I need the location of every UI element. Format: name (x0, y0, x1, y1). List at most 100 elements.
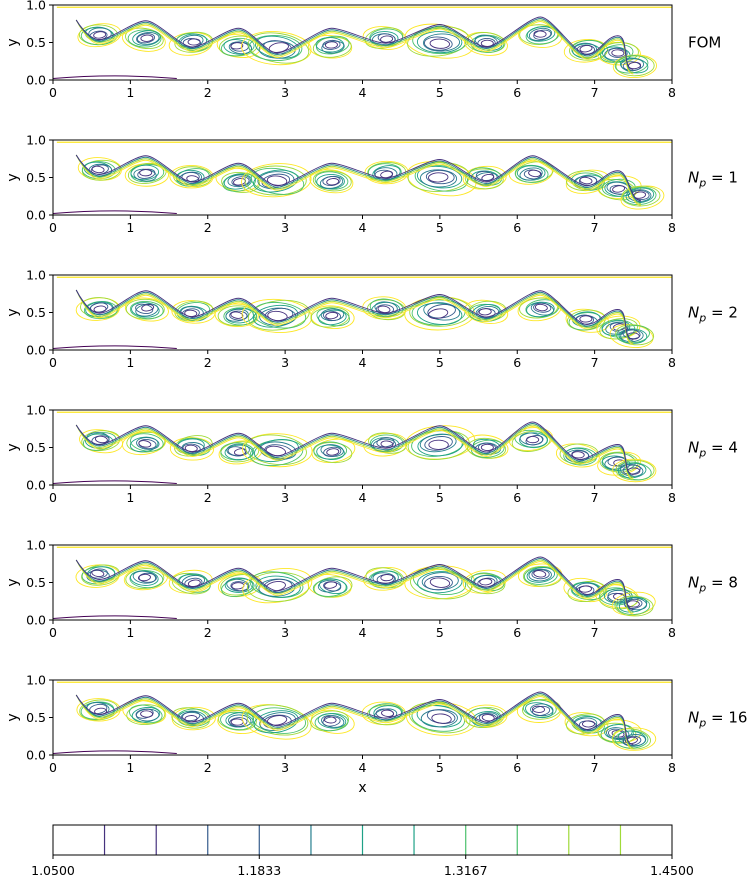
contour-ring (618, 461, 652, 481)
contour-ring (419, 169, 458, 188)
vortex-13 (612, 54, 658, 79)
contour-ring (428, 172, 449, 183)
shear-layer-line (75, 693, 634, 747)
contour-ring (528, 169, 542, 178)
y-tick-label: 0.0 (26, 478, 46, 493)
x-tick-label: 8 (668, 625, 676, 640)
row-label-value: = 1 (706, 169, 738, 187)
shear-layer-line (75, 19, 634, 75)
row-label-main: N (688, 304, 699, 322)
contour-ring (579, 315, 593, 323)
y-tick-label: 1.0 (26, 403, 46, 418)
contour-ring (325, 311, 339, 320)
contour-ring (579, 45, 593, 53)
shear-layer-line (75, 421, 634, 475)
shear-layer-line (75, 16, 634, 70)
contour-ring (381, 709, 395, 717)
x-tick-label: 1 (126, 490, 134, 505)
contour-panel-6: 0 1 2 3 4 5 6 7 8 0.0 0.5 1.0 y x Np = 16 (5, 673, 747, 797)
y-tick-label: 0.5 (26, 440, 46, 455)
shear-layer-line (75, 694, 634, 748)
row-label: Np = 16 (688, 709, 747, 730)
contour-ring (230, 311, 244, 319)
contour-ring (138, 440, 152, 448)
contour-ring (308, 35, 353, 59)
contour-ring (317, 713, 347, 729)
x-tick-label: 2 (204, 85, 212, 100)
colorbar-tick-label: 1.1833 (237, 863, 281, 878)
x-tick-label: 0 (49, 625, 57, 640)
contour-ring (380, 440, 394, 448)
row-label-sub: p (698, 312, 706, 325)
y-tick-label: 1.0 (26, 538, 46, 553)
contour-ring (81, 564, 120, 586)
x-tick-label: 3 (281, 625, 289, 640)
x-tick-label: 8 (668, 85, 676, 100)
shear-layer-line (75, 556, 634, 610)
contour-ring (429, 577, 451, 588)
contour-ring (609, 324, 654, 348)
x-tick-label: 6 (513, 760, 521, 775)
vortex-13 (612, 458, 657, 483)
bottom-boundary-line (53, 210, 177, 214)
contour-ring (132, 30, 161, 46)
y-axis-label: y (5, 443, 21, 451)
x-axis-label: x (358, 780, 366, 796)
contour-ring (615, 324, 655, 346)
contour-ring (230, 42, 244, 50)
contour-ring (268, 42, 289, 53)
contour-ring (525, 299, 560, 318)
vortex-13 (609, 324, 655, 348)
contour-ring (324, 581, 338, 589)
contour-ring (129, 300, 164, 320)
contour-ring (91, 165, 105, 174)
row-label-value: = 4 (706, 439, 738, 457)
contour-ring (424, 436, 453, 451)
contour-ring (227, 446, 246, 457)
y-tick-label: 0.5 (26, 170, 46, 185)
contour-ring (533, 30, 547, 38)
shear-layer-line (75, 289, 634, 340)
y-tick-label: 0.5 (26, 305, 46, 320)
contour-ring (221, 172, 261, 193)
contour-ring (628, 189, 652, 202)
x-tick-label: 2 (204, 625, 212, 640)
x-tick-label: 1 (126, 760, 134, 775)
x-tick-label: 4 (359, 355, 367, 370)
contour-ring (316, 173, 345, 190)
contour-ring (464, 168, 504, 190)
vortex-8 (406, 701, 477, 736)
x-tick-label: 0 (49, 85, 57, 100)
vortex-2 (121, 27, 166, 52)
contour-ring (531, 569, 550, 580)
contour-ring (526, 436, 540, 444)
contour-ring (246, 704, 309, 736)
contour-ring (139, 169, 153, 177)
contour-ring (612, 185, 626, 193)
contour-ring (313, 441, 348, 460)
contour-ring (465, 706, 505, 728)
vortex-6 (308, 35, 353, 59)
contour-ring (216, 34, 261, 58)
x-tick-label: 8 (668, 760, 676, 775)
shear-layer-line (75, 558, 634, 612)
vortex-13 (620, 185, 665, 210)
x-tick-label: 6 (513, 85, 521, 100)
contour-ring (310, 306, 350, 328)
contour-ring (220, 37, 255, 57)
contour-ring (231, 176, 250, 187)
contour-ring (310, 305, 355, 329)
contour-panel-2: 0 1 2 3 4 5 6 7 8 0.0 0.5 1.0 y Np = 1 (5, 133, 738, 236)
contour-ring (600, 723, 635, 743)
vortex-6 (309, 169, 354, 194)
contour-lines (53, 141, 672, 214)
x-tick-label: 2 (204, 760, 212, 775)
contour-ring (233, 178, 246, 186)
x-tick-label: 5 (436, 355, 444, 370)
contour-ring (424, 575, 453, 591)
contour-ring (477, 37, 496, 48)
contour-ring (126, 704, 166, 726)
row-label-sub: p (698, 447, 706, 460)
contour-ring (429, 38, 450, 49)
contour-ring (416, 302, 463, 325)
